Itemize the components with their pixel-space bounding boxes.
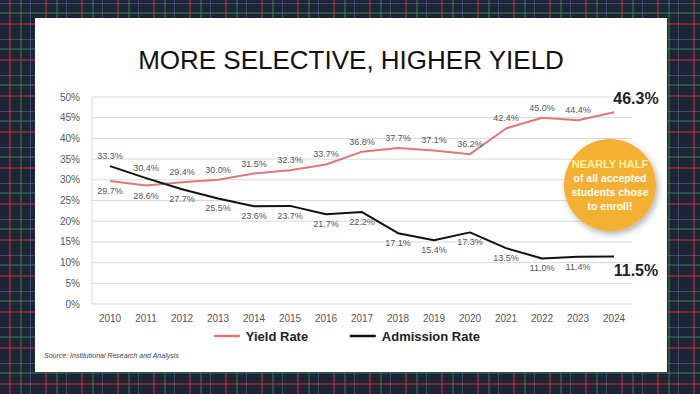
series-line <box>110 112 614 185</box>
data-label: 11.5% <box>614 262 658 279</box>
data-label: 33.7% <box>313 149 339 159</box>
annotation-text: of all accepted students chose to enroll! <box>571 172 648 212</box>
x-tick-label: 2010 <box>99 313 122 324</box>
data-label: 37.7% <box>385 133 411 143</box>
x-tick-label: 2020 <box>459 313 482 324</box>
y-tick-label: 5% <box>66 278 81 289</box>
data-label: 28.6% <box>133 191 159 201</box>
data-label: 11.0% <box>530 263 555 273</box>
data-label: 42.4% <box>493 113 519 123</box>
series-group <box>110 112 614 258</box>
data-label: 44.4% <box>565 105 591 115</box>
annotation-line: of all accepted <box>574 172 647 184</box>
annotation-line: students chose <box>571 186 648 198</box>
y-tick-label: 40% <box>60 133 80 144</box>
data-label: 31.5% <box>241 159 267 169</box>
series-line <box>110 166 614 258</box>
data-label: 25.5% <box>205 203 231 213</box>
data-label: 22.2% <box>349 217 375 227</box>
data-label: 13.5% <box>493 253 519 263</box>
data-label: 29.7% <box>97 186 123 196</box>
data-label: 45.0% <box>529 103 555 113</box>
x-tick-label: 2014 <box>243 313 266 324</box>
x-tick-label: 2011 <box>135 313 157 324</box>
data-label: 30.4% <box>133 163 159 173</box>
y-tick-label: 25% <box>60 195 80 206</box>
chart: MORE SELECTIVE, HIGHER YIELD 0% 5% 10% 15% 20… <box>0 0 700 394</box>
legend-swatch <box>214 335 240 338</box>
legend-label: Admission Rate <box>382 329 480 344</box>
data-label: 37.1% <box>421 135 447 145</box>
x-tick-label: 2019 <box>423 313 446 324</box>
title: MORE SELECTIVE, HIGHER YIELD <box>138 45 564 75</box>
data-label: 36.8% <box>349 137 375 147</box>
legend-label: Yield Rate <box>246 329 308 344</box>
y-tick-label: 20% <box>60 216 80 227</box>
x-tick-label: 2018 <box>387 313 410 324</box>
y-tick-label: 10% <box>60 257 80 268</box>
y-tick-label: 45% <box>60 112 80 123</box>
grid-line <box>92 304 632 305</box>
legend-swatch <box>350 335 376 338</box>
annotation-highlight: NEARLY HALF <box>572 158 649 170</box>
y-tick-label: 30% <box>60 174 80 185</box>
data-label: 17.3% <box>457 237 483 247</box>
y-tick-label: 15% <box>60 236 80 247</box>
data-label: 30.0% <box>205 165 231 175</box>
panel <box>35 18 667 372</box>
x-tick-label: 2023 <box>567 313 590 324</box>
x-tick-label: 2021 <box>495 313 518 324</box>
data-label: 29.4% <box>169 167 195 177</box>
data-label: 46.3% <box>613 90 658 107</box>
data-label: 21.7% <box>313 219 339 229</box>
data-label: 36.2% <box>457 139 483 149</box>
grid-line <box>92 179 632 180</box>
data-label: 23.6% <box>241 211 267 221</box>
grid-line <box>92 241 632 242</box>
x-tick-label: 2012 <box>171 313 194 324</box>
y-tick-label: 50% <box>60 92 80 103</box>
data-label: 32.3% <box>277 155 303 165</box>
x-tick-label: 2022 <box>531 313 554 324</box>
data-label: 33.3% <box>97 151 123 161</box>
annotation-bubble <box>564 139 656 231</box>
y-tick-label: 0% <box>66 299 81 310</box>
grid-line <box>92 283 632 284</box>
y-axis-line <box>92 97 93 304</box>
data-label: 23.7% <box>277 211 303 221</box>
x-tick-label: 2013 <box>207 313 230 324</box>
x-tick-label: 2017 <box>351 313 374 324</box>
data-label: 17.1% <box>385 238 411 248</box>
x-tick-label: 2024 <box>603 313 626 324</box>
data-label: 27.7% <box>169 194 195 204</box>
data-label: 11.4% <box>566 262 591 272</box>
y-tick-label: 35% <box>60 154 80 165</box>
grid-line <box>92 97 632 98</box>
data-label: 15.4% <box>421 245 447 255</box>
source: Source: Institutional Research and Analy… <box>44 352 179 360</box>
x-tick-label: 2015 <box>279 313 302 324</box>
x-tick-label: 2016 <box>315 313 338 324</box>
grid-line <box>92 159 632 160</box>
annotation-line: to enroll! <box>588 200 633 212</box>
